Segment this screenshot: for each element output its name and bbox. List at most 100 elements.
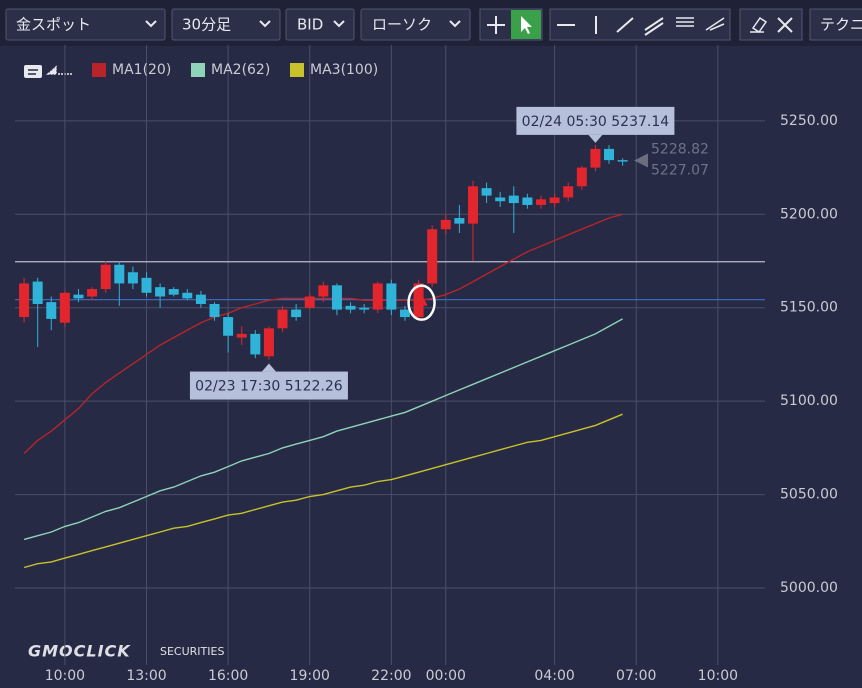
y-tick-label: 5250.00	[780, 113, 838, 129]
chart-style-dropdown[interactable]: ローソク	[360, 8, 471, 41]
technical: テクニ	[820, 16, 862, 34]
candle-body	[359, 307, 370, 310]
price-type-dropdown[interactable]: BID	[285, 8, 355, 41]
tool-group	[739, 8, 803, 41]
tool-group	[549, 8, 731, 41]
candle-body	[304, 296, 315, 308]
candle-body	[73, 294, 84, 299]
x-tick-label: 10:00	[45, 668, 85, 684]
candle-body	[590, 148, 601, 168]
y-tick-label: 5000.00	[780, 580, 838, 596]
pointer-icon	[521, 16, 532, 34]
timeframe-dropdown[interactable]: 30分足	[171, 8, 281, 41]
chevron	[259, 20, 271, 28]
chevron	[449, 20, 461, 28]
x-tick-label: 00:00	[426, 668, 466, 684]
candle-body	[495, 197, 506, 202]
candle-body	[209, 303, 220, 318]
candle-body	[277, 309, 288, 329]
candle-body	[32, 281, 43, 304]
button-box	[809, 8, 862, 41]
logo-sub: SECURITIES	[160, 645, 224, 658]
candle-body	[427, 229, 438, 284]
annotation-box	[516, 106, 675, 135]
candle-body	[291, 309, 302, 318]
y-tick-label: 5150.00	[780, 300, 838, 316]
signal-triangle	[415, 293, 428, 306]
candle-body	[195, 294, 206, 304]
comment-icon[interactable]	[24, 65, 42, 78]
price-type: BID	[297, 16, 323, 34]
dropdown-box	[171, 8, 281, 41]
candle-body	[250, 333, 261, 355]
trendline-tool[interactable]	[616, 17, 634, 33]
symbol: 金スポット	[16, 16, 91, 34]
dropdown-box	[5, 8, 166, 41]
legend-swatch	[290, 63, 304, 77]
crosshair-tool[interactable]	[487, 16, 505, 34]
candle-body	[467, 186, 478, 224]
timeframe: 30分足	[182, 16, 231, 34]
x-tick-label: 07:00	[616, 668, 656, 684]
legend-swatch	[191, 63, 205, 77]
candle-body	[508, 195, 519, 204]
candle-body	[372, 283, 383, 310]
candle-body	[331, 285, 342, 310]
candle-body	[155, 287, 166, 297]
candle-body	[46, 302, 57, 319]
candle-body	[617, 160, 628, 162]
candle-body	[345, 305, 356, 310]
candle-body	[236, 333, 247, 338]
candle-body	[318, 285, 329, 297]
candle-body	[386, 283, 397, 310]
candle-body	[168, 289, 179, 295]
legend-swatch	[92, 63, 106, 77]
candle-body	[182, 292, 193, 299]
signal-circle	[407, 284, 436, 321]
candle-body	[549, 197, 560, 204]
moving-average	[23, 318, 623, 541]
candle-body	[576, 167, 587, 187]
logo-brand: GMOCLICK	[28, 642, 131, 661]
chart-style: ローソク	[372, 16, 432, 34]
comment-lines	[28, 69, 38, 75]
candle-body	[454, 218, 465, 224]
candle-body	[440, 219, 451, 230]
channel-tool[interactable]	[644, 17, 664, 36]
x-tick-label: 13:00	[126, 668, 166, 684]
candle-body	[223, 317, 234, 336]
technical-button[interactable]: テクニ	[809, 8, 862, 41]
x-tick-label: 22:00	[371, 668, 411, 684]
candle-body	[522, 197, 533, 205]
candle-body	[87, 289, 98, 297]
annotation-pointer	[588, 134, 603, 143]
candle-body	[127, 272, 138, 284]
eraser-tool[interactable]	[750, 16, 768, 34]
candle-body	[100, 264, 111, 290]
candle-body	[114, 264, 125, 284]
chevron	[145, 20, 157, 28]
last-price-label: 5227.07	[651, 162, 709, 178]
symbol-dropdown[interactable]: 金スポット	[5, 8, 166, 41]
y-tick-label: 5200.00	[780, 206, 838, 222]
cursor-tools	[479, 8, 543, 41]
dropdown-box	[285, 8, 355, 41]
x-tick-label: 04:00	[534, 668, 574, 684]
fibo-retrace-tool[interactable]	[676, 17, 694, 27]
delete-tool[interactable]	[777, 17, 793, 33]
y-tick-label: 5050.00	[780, 487, 838, 503]
annotation-label: 02/24 05:30 5237.14	[522, 114, 670, 130]
candle-body	[141, 277, 152, 293]
candle-body	[399, 309, 410, 318]
fibo-fan-tool[interactable]	[705, 17, 725, 31]
legend-label: MA1(20)	[112, 62, 171, 78]
candle-body	[481, 188, 492, 196]
annotation-label: 02/23 17:30 5122.26	[195, 379, 343, 395]
candle-body	[604, 148, 615, 161]
chevron	[333, 20, 345, 28]
candle-body	[263, 328, 274, 357]
candle-body	[563, 186, 574, 198]
x-tick-label: 16:00	[208, 668, 248, 684]
